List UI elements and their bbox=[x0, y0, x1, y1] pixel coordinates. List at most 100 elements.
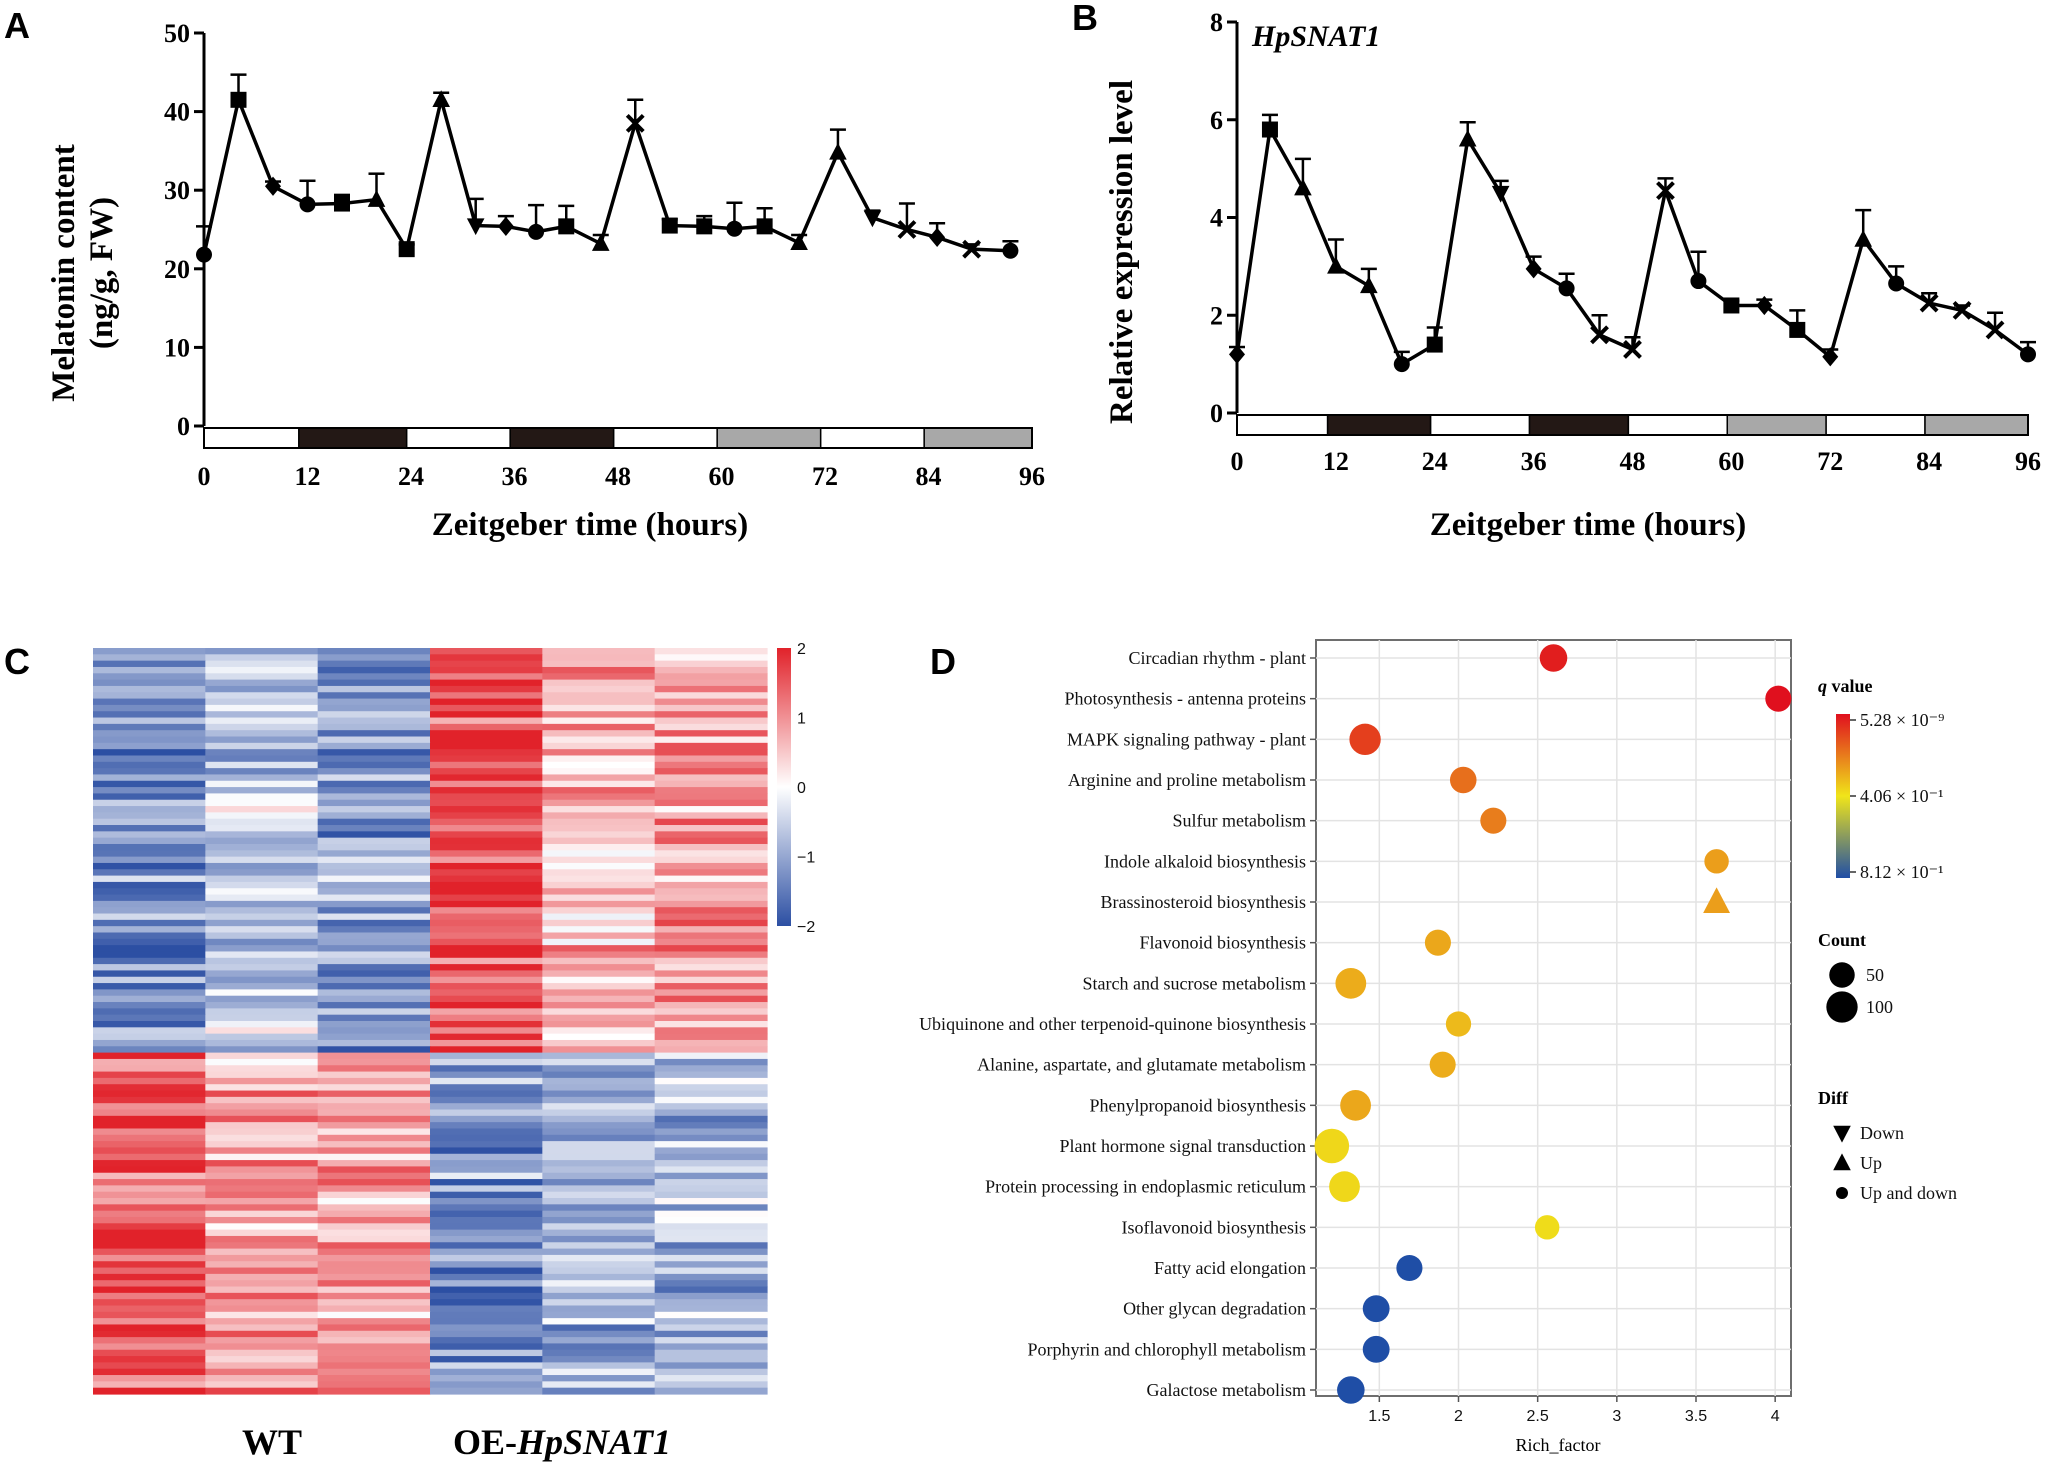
heatmap-cell bbox=[317, 717, 431, 725]
heatmap-cell bbox=[654, 1242, 768, 1250]
heatmap-cell bbox=[542, 1261, 656, 1269]
panel-label-c: C bbox=[4, 641, 30, 682]
heatmap-cell bbox=[93, 806, 206, 813]
heatmap-cell bbox=[93, 1235, 206, 1243]
heatmap-cell bbox=[317, 704, 431, 712]
heatmap-cell bbox=[93, 1033, 206, 1041]
heatmap-cell bbox=[93, 717, 206, 725]
heatmap-cell bbox=[542, 869, 656, 877]
heatmap-cell bbox=[93, 1058, 206, 1066]
diff-legend-triangle-down bbox=[1833, 1125, 1851, 1143]
light-dark-bar-segment bbox=[1726, 414, 1827, 436]
heatmap-cell bbox=[654, 1387, 768, 1395]
heatmap-cell bbox=[542, 932, 656, 940]
heatmap-cell bbox=[542, 1204, 656, 1212]
heatmap-cell bbox=[542, 1242, 656, 1250]
y-tick-label: 50 bbox=[164, 19, 190, 48]
heatmap-cell bbox=[654, 1141, 768, 1149]
heatmap-cell bbox=[205, 989, 319, 997]
heatmap-cell bbox=[654, 957, 768, 965]
heatmap-cell bbox=[654, 1179, 768, 1186]
data-point-diamond bbox=[1756, 295, 1773, 316]
heatmap-cell bbox=[205, 1039, 319, 1047]
y-tick-label: 4 bbox=[1210, 204, 1223, 233]
heatmap-cell bbox=[654, 888, 768, 896]
heatmap-cell bbox=[205, 1280, 319, 1288]
heatmap-cell bbox=[317, 1387, 431, 1395]
heatmap-cell bbox=[93, 1210, 206, 1218]
heatmap-cell bbox=[430, 989, 543, 997]
heatmap-cell bbox=[654, 1368, 768, 1376]
pathway-point-circle bbox=[1349, 723, 1381, 756]
heatmap-cell bbox=[205, 869, 319, 877]
heatmap-cell bbox=[93, 1381, 206, 1389]
data-point-triangle-down bbox=[466, 218, 485, 236]
heatmap-cell bbox=[205, 951, 319, 959]
heatmap-cell bbox=[542, 1071, 656, 1079]
heatmap-cell bbox=[93, 1065, 206, 1073]
heatmap-cell bbox=[654, 1096, 768, 1104]
heatmap-cell bbox=[542, 1084, 656, 1092]
heatmap-cell bbox=[430, 1280, 543, 1288]
heatmap-group-label-wt: WT bbox=[242, 1422, 302, 1462]
heatmap-cell bbox=[205, 1330, 319, 1338]
heatmap-cell bbox=[430, 654, 543, 662]
pathway-label: Brassinosteroid biosynthesis bbox=[1101, 892, 1307, 912]
heatmap-cell bbox=[430, 938, 543, 946]
pathway-label: Other glycan degradation bbox=[1123, 1299, 1306, 1319]
heatmap-cell bbox=[93, 1267, 206, 1275]
heatmap-cell bbox=[542, 1002, 656, 1009]
heatmap-cell bbox=[430, 951, 543, 959]
heatmap-cell bbox=[93, 932, 206, 940]
y-tick-label: 40 bbox=[164, 98, 190, 127]
heatmap-cell bbox=[654, 1349, 768, 1357]
heatmap-cell bbox=[93, 1021, 206, 1028]
heatmap-cell bbox=[542, 799, 656, 807]
heatmap-cell bbox=[654, 1046, 768, 1054]
heatmap-cell bbox=[205, 1077, 319, 1085]
light-dark-bar-segment bbox=[405, 427, 511, 449]
heatmap-cell bbox=[654, 869, 768, 877]
heatmap-cell bbox=[317, 1103, 431, 1111]
heatmap-cell bbox=[430, 1122, 543, 1130]
heatmap-cell bbox=[654, 1343, 768, 1351]
heatmap-cell bbox=[93, 894, 206, 902]
heatmap-cell bbox=[654, 736, 768, 744]
heatmap-cell bbox=[542, 1179, 656, 1186]
heatmap-cell bbox=[430, 1356, 543, 1363]
heatmap-cell bbox=[317, 1134, 431, 1142]
heatmap-cell bbox=[317, 945, 431, 953]
heatmap-cell bbox=[317, 970, 431, 978]
heatmap-cell bbox=[317, 812, 431, 820]
data-point-square bbox=[661, 217, 678, 234]
heatmap-cell bbox=[542, 730, 656, 738]
heatmap-cell bbox=[93, 1292, 206, 1300]
heatmap-cell bbox=[93, 1103, 206, 1111]
heatmap-cell bbox=[430, 812, 543, 820]
heatmap-cell bbox=[654, 654, 768, 662]
heatmap-cell bbox=[430, 1292, 543, 1300]
heatmap-cell bbox=[93, 989, 206, 997]
heatmap-cell bbox=[93, 850, 206, 858]
heatmap-cell bbox=[205, 1210, 319, 1218]
pathway-label: Circadian rhythm - plant bbox=[1129, 648, 1306, 668]
x-tick-label: 12 bbox=[1323, 447, 1349, 476]
pathway-point-circle bbox=[1445, 1011, 1472, 1037]
heatmap-cell bbox=[317, 742, 431, 750]
pathway-label: Arginine and proline metabolism bbox=[1068, 770, 1306, 790]
data-series-line bbox=[202, 93, 1011, 256]
heatmap-cell bbox=[430, 761, 543, 769]
heatmap-cell bbox=[542, 1077, 656, 1085]
heatmap-cell bbox=[317, 932, 431, 940]
heatmap-cell bbox=[542, 1216, 656, 1224]
count-legend-title: Count bbox=[1818, 930, 1866, 950]
heatmap-cell bbox=[430, 913, 543, 921]
heatmap-cell bbox=[93, 679, 206, 687]
heatmap-cell bbox=[317, 1191, 431, 1199]
panel-d-xlabel: Rich_factor bbox=[1516, 1435, 1601, 1455]
heatmap-group-label-oe-prefix: OE- bbox=[453, 1422, 517, 1462]
colorbar-tick-label: 2 bbox=[797, 641, 806, 658]
heatmap-cell bbox=[317, 1084, 431, 1092]
pathway-label: Starch and sucrose metabolism bbox=[1083, 973, 1306, 993]
heatmap-cell bbox=[654, 1299, 768, 1307]
